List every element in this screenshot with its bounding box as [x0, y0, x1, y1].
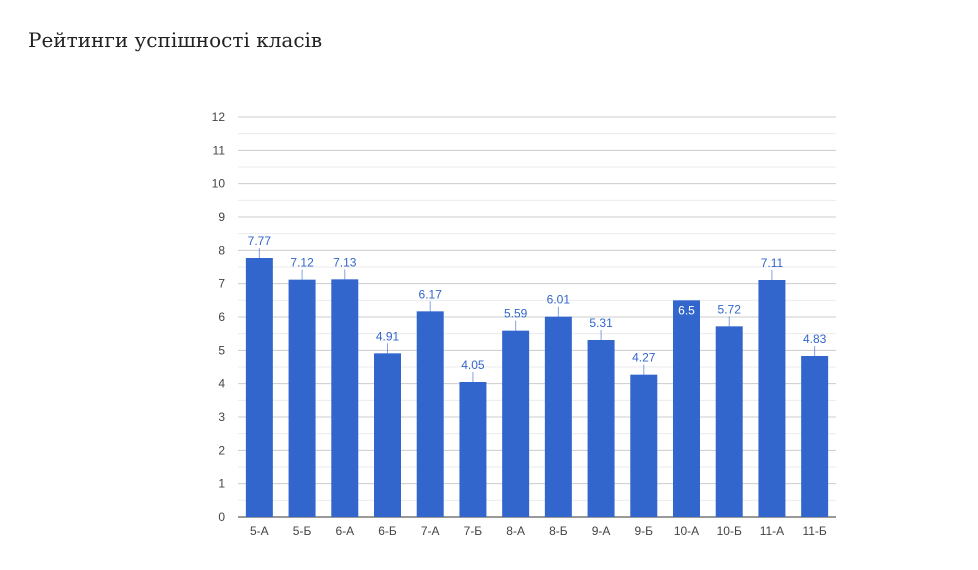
bar	[502, 330, 530, 517]
y-tick-label: 5	[218, 343, 225, 357]
bar	[331, 279, 359, 517]
x-tick-label: 8-А	[506, 524, 525, 538]
x-axis-ticks: 5-А 5-Б 6-А 6-Б 7-А 7-Б 8-А 8-Б 9-А 9-Б 10-А 10-Б 11…	[250, 524, 827, 538]
chart-title: Рейтинги успішності класів	[28, 28, 323, 52]
x-tick-label: 6-Б	[378, 524, 397, 538]
data-label: 7.11	[761, 256, 784, 270]
y-tick-label: 1	[218, 477, 225, 491]
x-tick-label: 10-Б	[717, 524, 742, 538]
data-label: 5.31	[589, 316, 613, 330]
bar	[801, 356, 829, 517]
data-label: 6.17	[419, 287, 443, 301]
data-label: 7.12	[290, 256, 314, 270]
y-tick-label: 11	[213, 143, 226, 157]
y-tick-label: 6	[218, 310, 225, 324]
grid-lines	[238, 116, 836, 518]
x-tick-label: 10-А	[674, 524, 699, 538]
bar	[459, 382, 487, 517]
y-tick-label: 3	[218, 410, 225, 424]
x-tick-label: 9-Б	[635, 524, 654, 538]
data-label: 4.91	[376, 329, 400, 343]
bar	[544, 316, 572, 517]
x-tick-label: 9-А	[592, 524, 611, 538]
data-label: 4.83	[803, 332, 827, 346]
bars	[245, 258, 829, 517]
data-label: 5.72	[718, 302, 742, 316]
x-tick-label: 7-Б	[464, 524, 483, 538]
bar	[288, 279, 316, 517]
x-tick-label: 5-Б	[293, 524, 312, 538]
y-tick-label: 7	[218, 277, 225, 291]
data-label: 6.5	[678, 303, 695, 317]
data-labels: 7.77 7.12 7.13 4.91 6.17 4.05 5.59 6.01 5.31 4.27…	[248, 234, 827, 382]
bar	[245, 258, 273, 517]
bar	[416, 311, 444, 517]
y-tick-label: 4	[218, 377, 225, 391]
bar	[374, 353, 401, 517]
x-tick-label: 6-А	[335, 524, 354, 538]
bar	[587, 340, 615, 517]
data-label: 4.05	[461, 358, 485, 372]
data-label: 6.01	[547, 293, 571, 307]
y-tick-label: 8	[218, 243, 225, 257]
bar	[673, 300, 700, 517]
x-tick-label: 11-Б	[802, 524, 826, 538]
y-tick-label: 10	[212, 177, 226, 191]
data-label: 5.59	[504, 307, 528, 321]
y-tick-label: 12	[212, 110, 226, 124]
data-label: 7.13	[333, 255, 357, 269]
y-tick-label: 0	[218, 510, 225, 524]
bar	[758, 280, 786, 517]
bar	[630, 374, 658, 517]
x-tick-label: 11-А	[760, 524, 784, 538]
bar	[715, 326, 743, 517]
data-label: 7.77	[248, 234, 272, 248]
x-tick-label: 7-А	[421, 524, 440, 538]
x-tick-label: 8-Б	[549, 524, 568, 538]
data-label: 4.27	[632, 351, 656, 365]
x-tick-label: 5-А	[250, 524, 269, 538]
y-tick-label: 2	[218, 443, 225, 457]
y-tick-label: 9	[218, 210, 225, 224]
